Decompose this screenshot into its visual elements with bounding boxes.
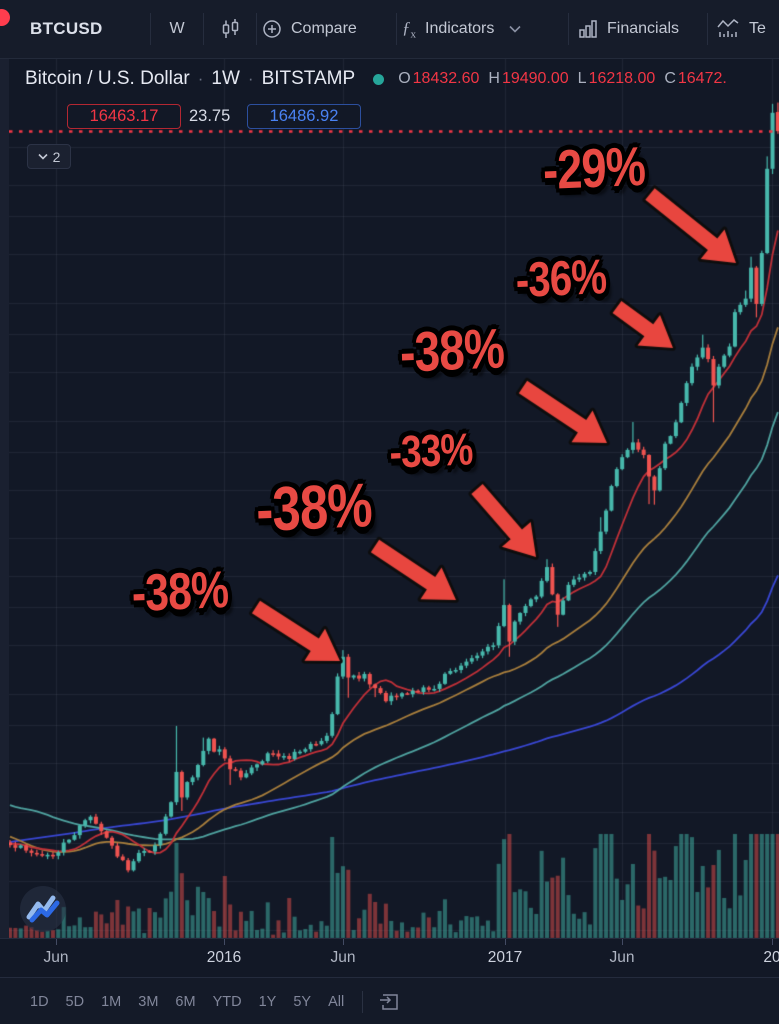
countdown-price-label: 16486.92 bbox=[247, 104, 361, 129]
technicals-label: Te bbox=[749, 20, 766, 37]
ohlc-letter: O bbox=[398, 70, 411, 87]
financials-icon bbox=[578, 19, 598, 39]
toolbar-separator bbox=[150, 13, 151, 45]
financials-button[interactable]: Financials bbox=[578, 0, 679, 58]
time-axis-tick bbox=[224, 939, 225, 945]
drawdown-label: -33% bbox=[388, 423, 474, 478]
financials-label: Financials bbox=[607, 20, 680, 37]
bottom-toolbar: 1D 5D 1M 3M 6M YTD 1Y 5Y All bbox=[0, 977, 779, 1024]
time-axis-tick bbox=[772, 939, 773, 945]
range-button-3m[interactable]: 3M bbox=[138, 993, 159, 1010]
range-button-all[interactable]: All bbox=[328, 993, 345, 1010]
range-button-5y[interactable]: 5Y bbox=[293, 993, 312, 1010]
legend-interval: 1W bbox=[211, 68, 240, 89]
go-to-date-icon[interactable] bbox=[379, 992, 401, 1012]
legend-exchange: BITSTAMP bbox=[261, 68, 356, 89]
tradingview-logo[interactable] bbox=[20, 886, 66, 937]
time-axis-label[interactable]: Jun bbox=[609, 949, 635, 966]
range-button-1d[interactable]: 1D bbox=[30, 993, 49, 1010]
time-axis-tick bbox=[622, 939, 623, 945]
toolbar-separator bbox=[568, 13, 569, 45]
market-status-dot bbox=[373, 73, 385, 85]
date-range-buttons: 1D 5D 1M 3M 6M YTD 1Y 5Y All bbox=[0, 994, 344, 1010]
fx-indicators-icon: ƒx bbox=[402, 17, 416, 41]
ohlc-pair: L 16218.00 bbox=[578, 70, 656, 88]
price-change-label: 23.75 bbox=[189, 104, 230, 129]
ohlc-letter: C bbox=[664, 70, 676, 87]
chevron-down-icon bbox=[509, 25, 521, 33]
range-button-1m[interactable]: 1M bbox=[101, 993, 122, 1010]
ohlc-value: 19490.00 bbox=[501, 70, 569, 87]
range-button-5d[interactable]: 5D bbox=[65, 993, 85, 1010]
range-button-6m[interactable]: 6M bbox=[175, 993, 196, 1010]
ohlc-value: 18432.60 bbox=[412, 70, 480, 87]
technicals-button[interactable]: Te bbox=[716, 0, 766, 58]
ohlc-pair: C 16472. bbox=[664, 70, 727, 88]
time-axis-tick bbox=[56, 939, 57, 945]
drawdown-label: -38% bbox=[399, 316, 505, 384]
ohlc-letter: H bbox=[488, 70, 500, 87]
price-change-value: 23.75 bbox=[189, 107, 231, 125]
legend-title: Bitcoin / U.S. Dollar bbox=[25, 68, 190, 89]
indicators-collapse-chip[interactable]: 2 bbox=[27, 144, 71, 169]
interval-label: W bbox=[169, 20, 185, 37]
legend-separator: · bbox=[247, 69, 254, 88]
drawdown-label: -38% bbox=[255, 471, 373, 545]
ohlc-value: 16472. bbox=[677, 70, 727, 87]
recording-dot bbox=[0, 9, 10, 26]
range-button-1y[interactable]: 1Y bbox=[258, 993, 277, 1010]
time-axis-label[interactable]: 2016 bbox=[206, 949, 242, 966]
time-axis[interactable]: Jun 2016 Jun 2017 Jun 20 bbox=[0, 938, 779, 978]
ohlc-pair: O 18432.60 bbox=[398, 70, 479, 88]
chevron-down-icon bbox=[38, 153, 48, 160]
time-axis-tick bbox=[505, 939, 506, 945]
time-axis-label[interactable]: 2017 bbox=[487, 949, 523, 966]
countdown-price-value: 16486.92 bbox=[269, 107, 339, 125]
indicators-label: Indicators bbox=[425, 20, 495, 37]
toolbar-separator bbox=[256, 13, 257, 45]
indicators-button[interactable]: ƒx Indicators bbox=[402, 0, 521, 58]
toolbar-separator bbox=[203, 13, 204, 45]
interval-button[interactable]: W bbox=[151, 0, 203, 58]
ohlc-value: 16218.00 bbox=[588, 70, 656, 87]
candles-icon bbox=[220, 18, 241, 40]
time-axis-label[interactable]: Jun bbox=[43, 949, 69, 966]
left-edge-strip bbox=[0, 0, 9, 1024]
ohlc-pair: H 19490.00 bbox=[488, 70, 568, 88]
compare-plus-icon bbox=[262, 19, 282, 39]
technicals-icon bbox=[716, 18, 740, 40]
ohlc-values: O 18432.60 H 19490.00 L 16218.00 C 16472. bbox=[398, 70, 736, 88]
compare-button[interactable]: Compare bbox=[262, 0, 357, 58]
legend-separator: · bbox=[197, 69, 204, 88]
chart-type-button[interactable] bbox=[204, 0, 256, 58]
last-price-value: 16463.17 bbox=[89, 107, 159, 125]
range-button-ytd[interactable]: YTD bbox=[212, 993, 242, 1010]
symbol-label: BTCUSD bbox=[30, 19, 103, 38]
time-axis-label[interactable]: Jun bbox=[330, 949, 356, 966]
indicator-count: 2 bbox=[52, 148, 61, 165]
symbol-button[interactable]: BTCUSD bbox=[18, 0, 103, 58]
drawdown-label: -36% bbox=[514, 250, 608, 308]
time-axis-label[interactable]: 20 bbox=[763, 949, 779, 966]
ohlc-letter: L bbox=[577, 70, 587, 87]
toolbar-separator bbox=[396, 13, 397, 45]
drawdown-label: -38% bbox=[131, 560, 229, 624]
toolbar-separator bbox=[707, 13, 708, 45]
top-toolbar: BTCUSD W Compare ƒx Indicators bbox=[0, 0, 779, 59]
time-axis-tick bbox=[343, 939, 344, 945]
last-price-label: 16463.17 bbox=[67, 104, 181, 129]
drawdown-label: -29% bbox=[542, 134, 646, 202]
toolbar-divider bbox=[362, 990, 364, 1013]
compare-label: Compare bbox=[291, 20, 357, 37]
